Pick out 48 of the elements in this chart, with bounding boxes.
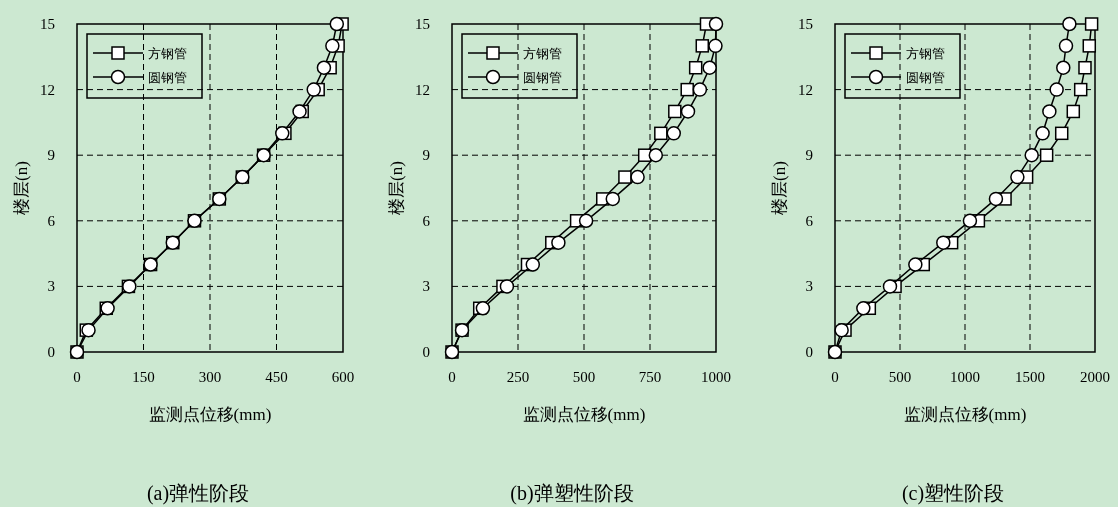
y-tick-label: 3 — [422, 278, 430, 295]
x-tick-label: 0 — [73, 369, 81, 385]
y-axis-title: 楼层(n) — [770, 161, 789, 215]
x-axis-title: 监测点位移(mm) — [522, 405, 646, 424]
y-tick-label: 0 — [422, 344, 430, 360]
x-tick-label: 250 — [506, 369, 530, 385]
y-tick-label: 9 — [805, 147, 813, 164]
legend-label: 方钢管 — [906, 46, 945, 61]
legend-label: 圆钢管 — [906, 70, 945, 85]
y-tick-label: 15 — [415, 16, 430, 32]
x-tick-label: 0 — [448, 369, 456, 385]
y-tick-label: 9 — [422, 147, 430, 164]
legend-label: 圆钢管 — [148, 70, 187, 85]
y-tick-label: 9 — [47, 147, 55, 164]
y-tick-label: 15 — [40, 16, 55, 32]
x-tick-label: 450 — [265, 369, 288, 385]
y-tick-label: 15 — [798, 16, 813, 32]
x-tick-label: 750 — [638, 369, 662, 385]
y-axis-title: 楼层(n) — [12, 161, 31, 215]
y-tick-label: 12 — [40, 81, 55, 98]
x-tick-label: 2000 — [1080, 369, 1110, 385]
y-axis-title: 楼层(n) — [387, 161, 406, 215]
legend-label: 圆钢管 — [523, 70, 562, 85]
x-tick-label: 500 — [572, 369, 596, 385]
y-tick-label: 12 — [798, 81, 813, 98]
x-tick-label: 600 — [331, 369, 355, 385]
y-tick-label: 3 — [47, 278, 55, 295]
y-tick-label: 6 — [47, 212, 56, 229]
x-tick-label: 0 — [831, 369, 839, 385]
y-tick-label: 0 — [805, 344, 813, 360]
x-tick-label: 1000 — [950, 369, 980, 385]
x-tick-label: 1000 — [701, 369, 731, 385]
x-axis-title: 监测点位移(mm) — [903, 405, 1027, 424]
legend-label: 方钢管 — [523, 46, 562, 61]
text: (b)弹塑性阶段 — [510, 482, 634, 505]
x-tick-label: 150 — [132, 369, 155, 385]
text: (c)塑性阶段 — [901, 482, 1005, 505]
legend-label: 方钢管 — [148, 46, 187, 61]
x-tick-label: 300 — [198, 369, 222, 385]
x-tick-label: 500 — [888, 369, 912, 385]
y-tick-label: 6 — [422, 212, 431, 229]
text: (a)弹性阶段 — [146, 482, 250, 505]
y-tick-label: 0 — [47, 344, 55, 360]
y-tick-label: 12 — [415, 81, 430, 98]
x-tick-label: 1500 — [1015, 369, 1045, 385]
y-tick-label: 3 — [805, 278, 813, 295]
y-tick-label: 6 — [805, 212, 814, 229]
x-axis-title: 监测点位移(mm) — [148, 405, 272, 424]
